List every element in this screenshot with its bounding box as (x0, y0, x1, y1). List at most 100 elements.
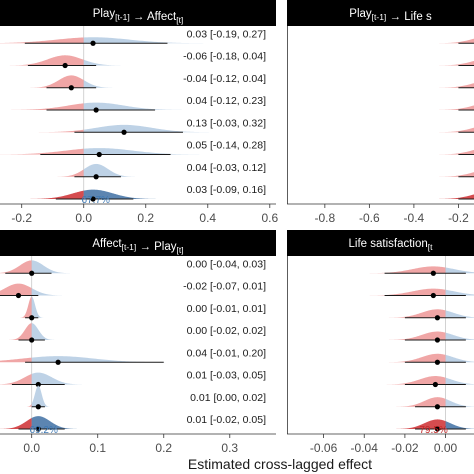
study-row (0, 148, 233, 158)
pooled-row (423, 194, 474, 200)
point-estimate (29, 315, 35, 321)
density-positive (83, 37, 239, 44)
density-negative (0, 55, 84, 66)
x-tick-label: -0.2 (11, 211, 32, 225)
density-negative (423, 38, 474, 44)
density-negative (423, 194, 474, 199)
density-negative (375, 353, 446, 363)
ci-label: -0.06 [-0.18, 0.04] (183, 51, 266, 63)
ci-label: 0.13 [-0.03, 0.32] (187, 117, 266, 129)
density-negative (423, 60, 474, 66)
density-positive (445, 398, 474, 407)
density-negative (20, 75, 84, 88)
density-positive (83, 59, 135, 66)
density-positive (445, 421, 474, 429)
density-negative (0, 37, 84, 44)
point-estimate (434, 426, 441, 432)
point-estimate (90, 196, 96, 202)
density-positive (31, 323, 59, 340)
density-positive (31, 260, 79, 274)
panel-title: Play[t-1] → Life s (349, 8, 432, 23)
density-negative (375, 331, 446, 340)
study-row (423, 105, 474, 111)
density-negative (0, 148, 84, 155)
x-tick-label: -0.06 (310, 441, 338, 455)
ci-label: 0.00 [-0.02, 0.02] (187, 325, 266, 337)
density-positive (31, 372, 93, 385)
study-row (350, 266, 474, 276)
point-estimate (434, 337, 441, 343)
x-tick-label: 0.0 (23, 441, 40, 455)
panel-strip (287, 230, 474, 256)
density-positive (31, 416, 86, 429)
study-row (4, 323, 59, 343)
density-positive (445, 310, 474, 318)
point-estimate (35, 426, 41, 432)
study-row (423, 127, 474, 133)
pooled-row (385, 419, 474, 432)
point-estimate (432, 381, 438, 388)
ci-label: 0.03 [-0.19, 0.27] (187, 28, 266, 40)
density-negative (0, 357, 32, 363)
x-tick-label: 0.4 (199, 211, 216, 225)
study-row (0, 356, 200, 365)
point-estimate (90, 40, 96, 46)
point-estimate (121, 129, 127, 135)
density-positive (83, 80, 122, 88)
density-positive (445, 332, 474, 340)
study-row (0, 102, 207, 113)
point-estimate (29, 270, 35, 276)
panel-3: Affect[t-1] → Play[t] 0.00 [-0.04, 0.03] -… (0, 230, 276, 455)
study-row (350, 288, 474, 299)
plot-area (0, 26, 239, 204)
ci-label: 0.04 [-0.12, 0.23] (187, 95, 266, 107)
x-tick-label: 0.00 (434, 441, 458, 455)
point-estimate (430, 292, 436, 299)
x-axis-title: Estimated cross-lagged effect (188, 456, 372, 472)
density-positive (83, 102, 207, 110)
panel-2: Play[t-1] → Life s82-0.8-0.6-0.4-0.2 (287, 0, 474, 225)
density-negative (375, 309, 446, 318)
study-row (385, 397, 474, 410)
panel-1: Play[t-1] → Affect[t]0.03 [-0.19, 0.27] -… (0, 0, 278, 225)
density-negative (423, 105, 474, 110)
ci-label: 0.00 [-0.04, 0.03] (187, 258, 266, 270)
study-row (0, 283, 73, 299)
study-row (0, 260, 79, 276)
ci-label: 0.01 [-0.03, 0.05] (187, 370, 266, 382)
point-estimate (68, 85, 74, 91)
density-negative (4, 323, 32, 340)
point-estimate (430, 270, 436, 276)
density-positive (445, 289, 474, 296)
density-negative (24, 403, 32, 407)
density-negative (423, 149, 474, 155)
point-estimate (62, 62, 68, 69)
ci-label: 0.03 [-0.09, 0.16] (187, 184, 266, 196)
x-tick-label: 0.3 (221, 441, 238, 455)
point-estimate (35, 404, 41, 410)
density-negative (0, 418, 32, 429)
density-negative (423, 83, 474, 88)
density-positive (83, 124, 235, 133)
density-positive (83, 189, 173, 199)
study-row (375, 309, 474, 321)
ci-label: 0.01 [-0.02, 0.05] (187, 414, 266, 426)
density-negative (350, 288, 446, 296)
point-estimate (434, 404, 441, 410)
point-estimate (55, 359, 61, 365)
density-negative (373, 376, 446, 385)
study-row (0, 55, 135, 69)
density-positive (445, 377, 474, 385)
plot-area (423, 38, 474, 200)
study-row (0, 37, 239, 46)
x-tick-label: -0.6 (359, 211, 380, 225)
study-row (18, 296, 46, 321)
study-row (48, 163, 144, 180)
x-tick-label: -0.2 (448, 211, 469, 225)
study-row (423, 60, 474, 66)
density-negative (0, 283, 32, 296)
x-tick-label: -0.04 (351, 441, 379, 455)
point-estimate (29, 337, 35, 343)
study-row (423, 149, 474, 155)
study-row (24, 385, 52, 410)
